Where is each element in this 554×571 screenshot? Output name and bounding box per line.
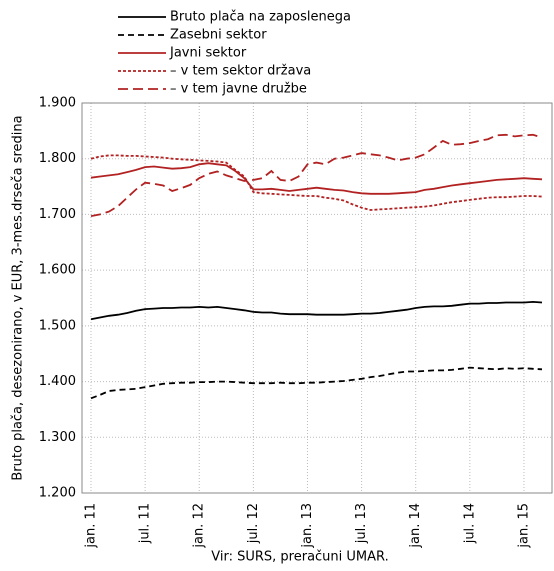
x-tick-label: jan. 12 bbox=[192, 503, 207, 549]
x-tick-label: jul. 12 bbox=[246, 503, 261, 544]
y-tick-label: 1.400 bbox=[39, 374, 76, 389]
x-tick-label: jul. 14 bbox=[462, 503, 477, 544]
source-note: Vir: SURS, preračuni UMAR. bbox=[211, 550, 388, 565]
x-tick-label: jan. 11 bbox=[84, 503, 99, 549]
y-tick-label: 1.600 bbox=[39, 263, 76, 278]
y-tick-label: 1.700 bbox=[39, 207, 76, 222]
y-tick-label: 1.800 bbox=[39, 151, 76, 166]
y-tick-label: 1.200 bbox=[39, 486, 76, 501]
series-line bbox=[90, 133, 543, 217]
legend-label: – v tem javne družbe bbox=[170, 82, 307, 97]
legend-label: Javni sektor bbox=[169, 46, 247, 61]
x-tick-label: jan. 13 bbox=[300, 503, 315, 549]
legend-label: Zasebni sektor bbox=[170, 28, 267, 43]
plot-frame bbox=[81, 102, 553, 494]
series-line bbox=[90, 162, 543, 195]
x-tick-label: jan. 15 bbox=[516, 503, 531, 549]
series-line bbox=[90, 300, 543, 321]
series-line bbox=[90, 366, 543, 400]
x-tick-label: jul. 13 bbox=[354, 503, 369, 544]
x-tick-label: jul. 11 bbox=[138, 503, 153, 544]
series-line bbox=[90, 154, 543, 211]
y-tick-label: 1.900 bbox=[39, 96, 76, 111]
x-tick-label: jan. 14 bbox=[408, 503, 423, 549]
legend-label: – v tem sektor država bbox=[170, 64, 311, 79]
legend-label: Bruto plača na zaposlenega bbox=[170, 10, 351, 25]
y-tick-label: 1.500 bbox=[39, 318, 76, 333]
y-tick-label: 1.300 bbox=[39, 430, 76, 445]
y-axis-label: Bruto plača, desezonirano, v EUR, 3-mes.… bbox=[11, 115, 26, 480]
